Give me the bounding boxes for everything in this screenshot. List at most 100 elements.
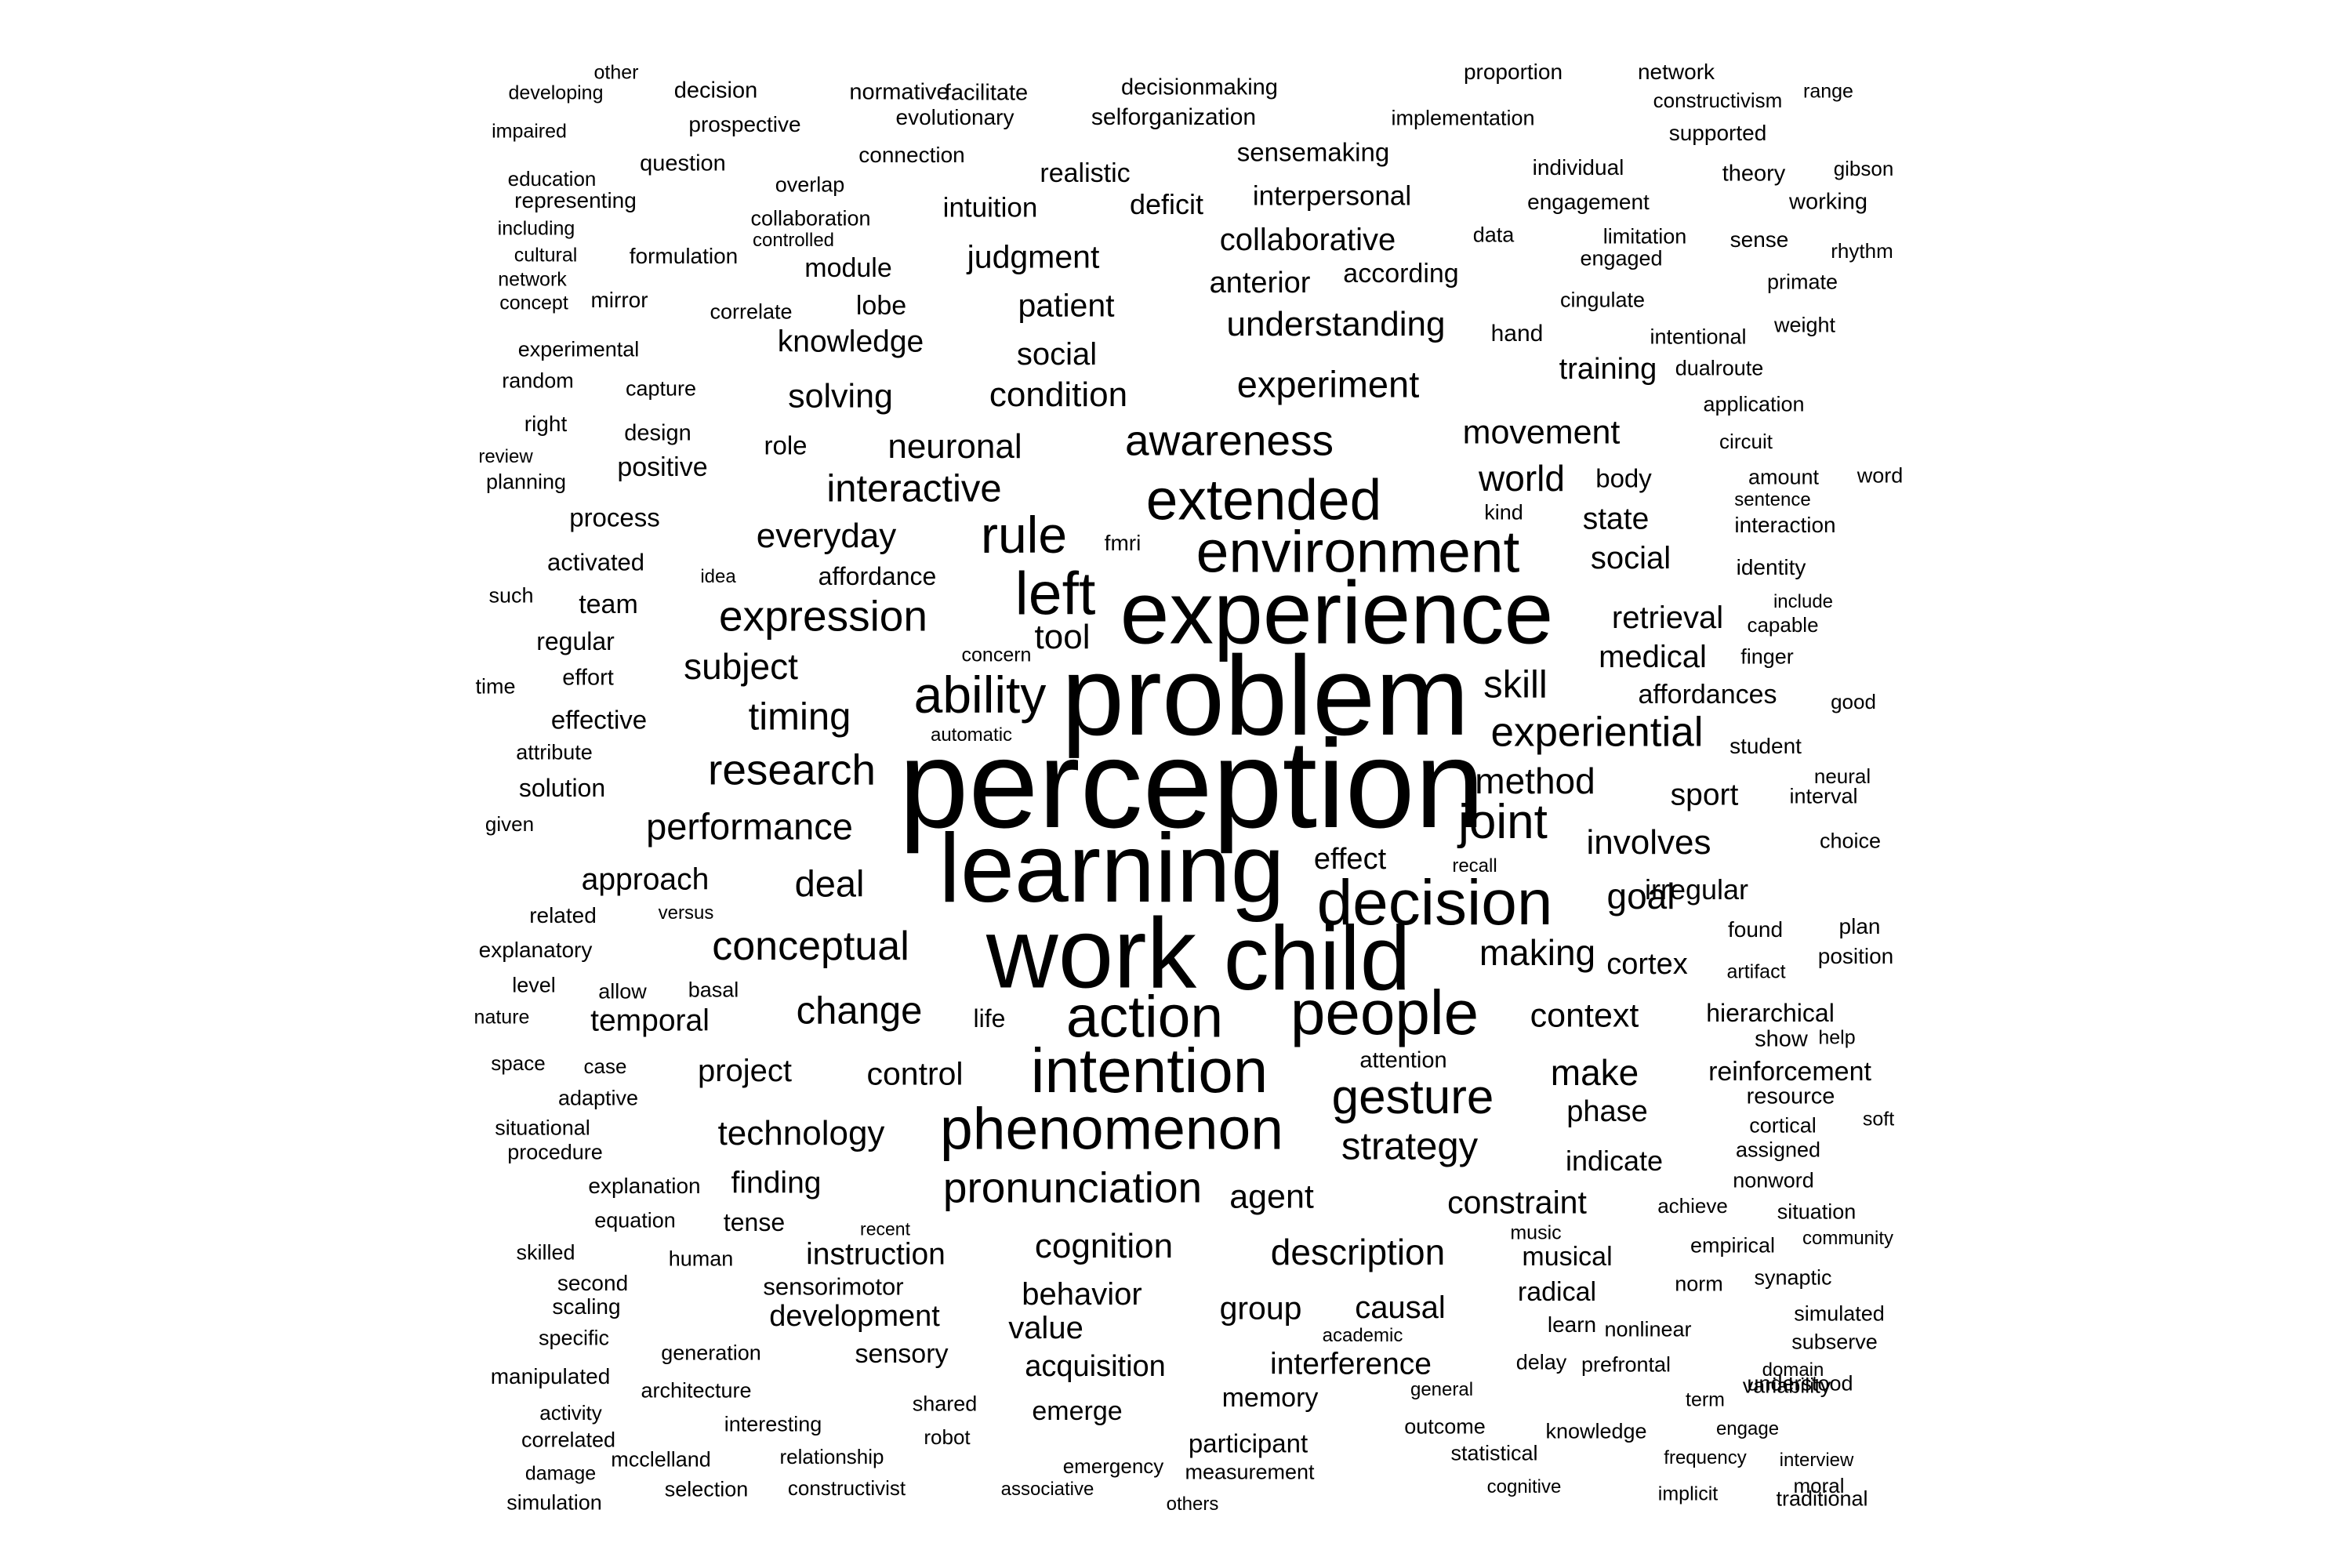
word-soft: soft <box>1862 1108 1895 1131</box>
word-constructivism: constructivism <box>1653 89 1783 112</box>
word-question: question <box>640 151 726 176</box>
word-medical: medical <box>1599 640 1707 674</box>
word-sensorimotor: sensorimotor <box>763 1272 904 1301</box>
word-random: random <box>502 368 574 393</box>
word-project: project <box>697 1054 793 1088</box>
word-behavior: behavior <box>1022 1277 1142 1312</box>
word-body: body <box>1595 463 1652 493</box>
word-retrieval: retrieval <box>1611 601 1724 635</box>
word-include: include <box>1773 591 1834 612</box>
word-joint: joint <box>1458 795 1548 849</box>
word-experiential: experiential <box>1490 709 1704 756</box>
word-sport: sport <box>1670 778 1739 812</box>
word-everyday: everyday <box>756 517 897 555</box>
word-finger: finger <box>1740 644 1794 669</box>
word-engage: engage <box>1715 1418 1780 1439</box>
word-gesture: gesture <box>1331 1070 1494 1124</box>
word-network-2: network <box>498 268 567 291</box>
word-individual: individual <box>1532 155 1624 180</box>
word-realistic: realistic <box>1040 158 1131 188</box>
word-social: social <box>1016 337 1098 372</box>
word-correlate: correlate <box>710 299 793 324</box>
word-intuition: intuition <box>942 192 1038 223</box>
word-norm: norm <box>1675 1272 1723 1296</box>
word-making: making <box>1479 932 1596 973</box>
word-capable: capable <box>1747 613 1819 637</box>
word-effect: effect <box>1313 843 1387 876</box>
word-cognition: cognition <box>1034 1227 1174 1265</box>
word-simulation: simulation <box>506 1490 602 1515</box>
word-robot: robot <box>924 1425 971 1449</box>
word-problem: problem <box>1061 633 1470 759</box>
word-artifact: artifact <box>1726 960 1786 983</box>
word-selection: selection <box>664 1477 749 1501</box>
word-process: process <box>569 503 660 532</box>
word-cultural: cultural <box>514 244 578 267</box>
word-expression: expression <box>719 591 927 641</box>
word-situation: situation <box>1777 1200 1857 1224</box>
word-case: case <box>583 1054 627 1078</box>
word-involves: involves <box>1586 823 1711 862</box>
word-life: life <box>973 1004 1006 1033</box>
word-training: training <box>1559 353 1657 386</box>
word-movement: movement <box>1462 413 1621 452</box>
word-general: general <box>1410 1379 1474 1400</box>
word-interview: interview <box>1779 1450 1854 1471</box>
word-acquisition: acquisition <box>1025 1350 1166 1383</box>
word-related: related <box>529 903 597 927</box>
word-lobe: lobe <box>855 291 907 321</box>
word-conceptual: conceptual <box>712 924 909 969</box>
word-attention: attention <box>1359 1047 1447 1073</box>
word-rule: rule <box>980 506 1068 564</box>
word-decisionmaking: decisionmaking <box>1121 74 1278 100</box>
word-interference: interference <box>1270 1347 1432 1381</box>
word-allow: allow <box>598 979 647 1004</box>
word-range: range <box>1803 80 1853 103</box>
word-gibson: gibson <box>1833 157 1894 180</box>
word-design: design <box>624 420 691 446</box>
word-understood: understood <box>1747 1371 1853 1396</box>
word-tense: tense <box>723 1208 786 1236</box>
word-interpersonal: interpersonal <box>1252 180 1412 212</box>
word-second: second <box>557 1271 629 1295</box>
word-explanatory: explanatory <box>478 938 593 962</box>
word-selforganization: selforganization <box>1091 104 1257 130</box>
word-good: good <box>1831 690 1876 713</box>
word-control: control <box>866 1055 964 1092</box>
word-activity: activity <box>539 1401 602 1425</box>
word-human: human <box>668 1247 734 1271</box>
word-neuronal: neuronal <box>887 427 1022 466</box>
word-equation: equation <box>594 1208 676 1232</box>
word-knowledge: knowledge <box>777 325 924 359</box>
word-word: word <box>1857 463 1904 488</box>
word-rhythm: rhythm <box>1831 239 1893 263</box>
word-empirical: empirical <box>1690 1233 1776 1258</box>
word-skilled: skilled <box>516 1240 575 1265</box>
word-activated: activated <box>546 548 645 576</box>
word-phase: phase <box>1566 1095 1648 1128</box>
word-hierarchical: hierarchical <box>1706 999 1835 1027</box>
word-social-2: social <box>1590 541 1671 575</box>
word-phenomenon: phenomenon <box>940 1095 1283 1162</box>
word-deal: deal <box>794 862 865 905</box>
word-evolutionary: evolutionary <box>895 105 1014 129</box>
word-sentence: sentence <box>1734 489 1811 510</box>
word-learning: learning <box>938 815 1285 923</box>
word-impaired: impaired <box>492 120 567 143</box>
word-plan: plan <box>1838 914 1881 938</box>
word-context: context <box>1530 996 1639 1035</box>
word-level: level <box>512 973 556 997</box>
word-decision: decision <box>1316 867 1553 938</box>
word-data: data <box>1472 223 1515 247</box>
word-variability: variability <box>1742 1374 1831 1398</box>
word-intention: intention <box>1030 1036 1269 1105</box>
word-collaborative: collaborative <box>1219 223 1396 257</box>
word-experiment: experiment <box>1236 363 1420 405</box>
word-memory: memory <box>1221 1383 1319 1413</box>
word-ability: ability <box>913 666 1047 724</box>
word-such: such <box>488 583 534 608</box>
word-engagement: engagement <box>1527 190 1650 214</box>
word-work: work <box>985 897 1197 1009</box>
word-traditional: traditional <box>1776 1486 1868 1511</box>
word-cingulate: cingulate <box>1559 288 1646 312</box>
